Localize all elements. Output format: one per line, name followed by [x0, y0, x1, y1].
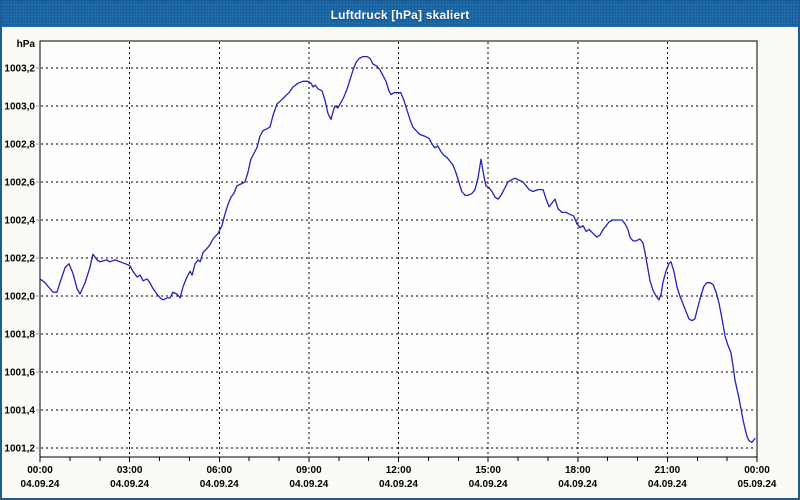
x-tick-date-label: 04.09.24 — [110, 479, 149, 490]
y-tick-label: 1003,0 — [4, 101, 35, 112]
y-tick-label: 1002,4 — [4, 216, 35, 227]
x-tick-date-label: 04.09.24 — [379, 479, 418, 490]
y-tick-label: 1002,2 — [4, 254, 35, 265]
title-bar[interactable]: Luftdruck [hPa] skaliert — [2, 2, 798, 27]
x-tick-time-label: 03:00 — [117, 465, 143, 476]
y-tick-label: 1001,2 — [4, 444, 35, 455]
y-tick-label: 1001,4 — [4, 406, 35, 417]
y-tick-label: 1002,0 — [4, 292, 35, 303]
x-tick-time-label: 21:00 — [655, 465, 681, 476]
y-tick-label: 1001,6 — [4, 368, 35, 379]
x-tick-date-label: 04.09.24 — [21, 479, 60, 490]
x-tick-time-label: 06:00 — [206, 465, 232, 476]
x-tick-date-label: 04.09.24 — [469, 479, 508, 490]
x-tick-time-label: 12:00 — [386, 465, 412, 476]
x-tick-date-label: 04.09.24 — [558, 479, 597, 490]
x-tick-time-label: 18:00 — [565, 465, 591, 476]
y-axis-unit-label: hPa — [17, 39, 36, 50]
y-tick-label: 1002,6 — [4, 178, 35, 189]
x-tick-date-label: 04.09.24 — [648, 479, 687, 490]
y-tick-label: 1003,2 — [4, 63, 35, 74]
x-tick-date-label: 04.09.24 — [200, 479, 239, 490]
x-tick-time-label: 00:00 — [744, 465, 770, 476]
x-tick-time-label: 00:00 — [27, 465, 53, 476]
x-tick-time-label: 15:00 — [475, 465, 501, 476]
pressure-line-series — [39, 55, 756, 444]
x-tick-time-label: 09:00 — [296, 465, 322, 476]
x-tick-date-label: 04.09.24 — [289, 479, 328, 490]
window-title: Luftdruck [hPa] skaliert — [330, 7, 470, 22]
y-tick-label: 1001,8 — [4, 330, 35, 341]
y-tick-label: 1002,8 — [4, 140, 35, 151]
x-tick-date-label: 05.09.24 — [738, 479, 777, 490]
